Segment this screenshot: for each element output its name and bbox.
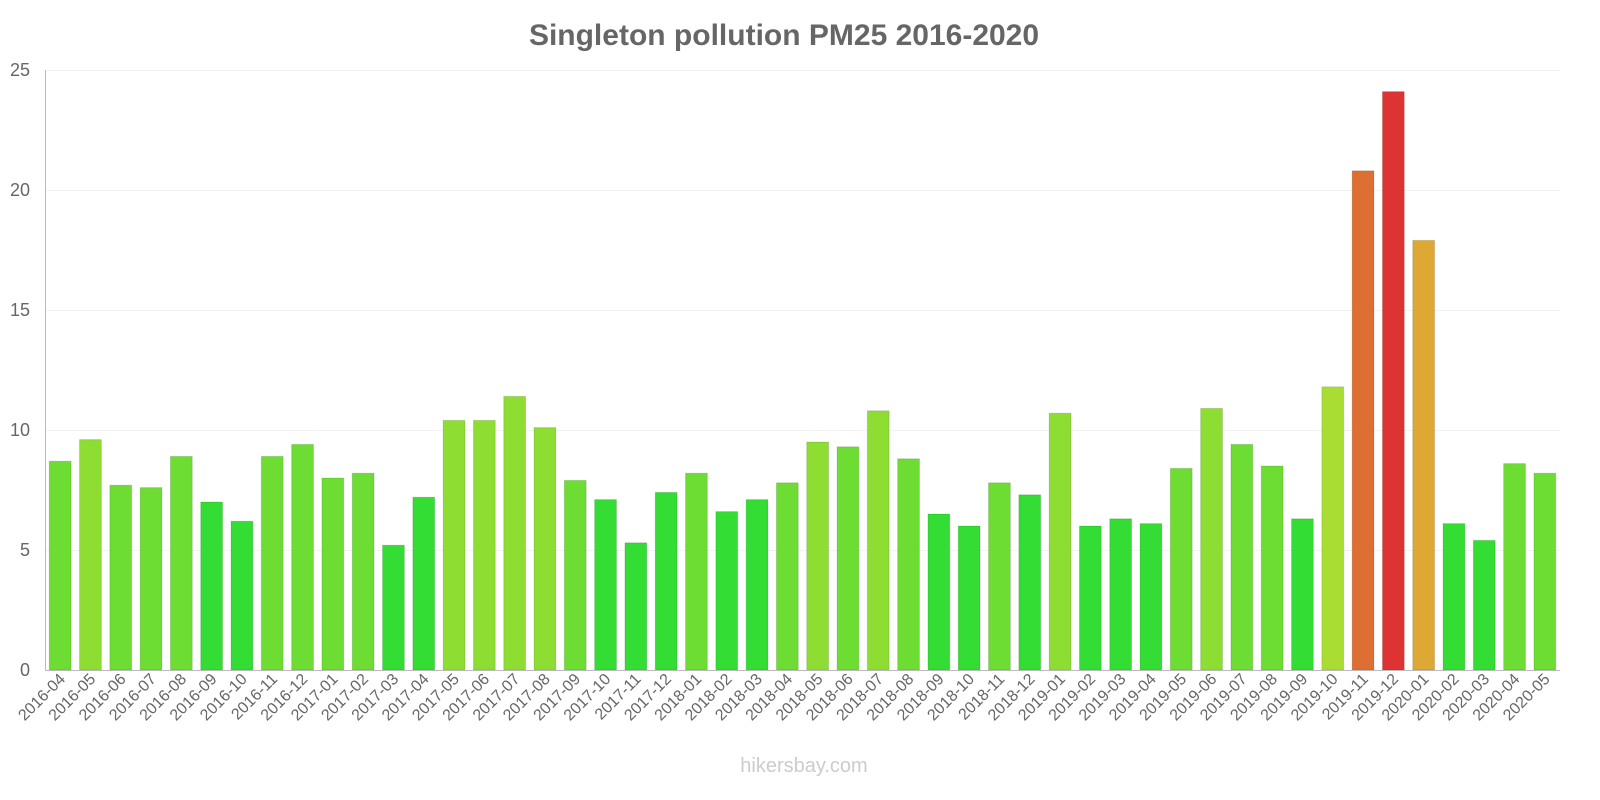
bar-2020-02[interactable] — [1442, 523, 1466, 671]
bar-2017-03[interactable] — [382, 544, 405, 671]
bar-2019-05[interactable] — [1169, 467, 1193, 671]
bar-2017-01[interactable] — [321, 477, 345, 671]
bar-2017-09[interactable] — [563, 479, 587, 671]
bar-2019-06[interactable] — [1200, 407, 1223, 671]
y-tick-label: 5 — [20, 540, 30, 560]
bar-2016-04[interactable] — [48, 460, 72, 671]
bar-2018-09[interactable] — [927, 513, 951, 671]
bar-2018-02[interactable] — [715, 511, 739, 671]
bar-2017-05[interactable] — [442, 419, 466, 671]
bar-2018-04[interactable] — [775, 482, 799, 671]
bar-2018-03[interactable] — [745, 499, 769, 671]
y-axis-ticks: 0 5 10 15 20 25 — [10, 60, 30, 680]
x-axis-ticks: 2016-042016-052016-062016-072016-082016-… — [15, 671, 1553, 725]
y-tick-label: 20 — [10, 180, 30, 200]
bar-2016-05[interactable] — [79, 439, 102, 671]
bar-2016-08[interactable] — [169, 455, 193, 671]
bar-2017-07[interactable] — [503, 395, 527, 671]
bar-2018-07[interactable] — [866, 410, 890, 671]
bar-2019-04[interactable] — [1139, 523, 1163, 671]
y-tick-label: 25 — [10, 60, 30, 80]
bar-2018-01[interactable] — [685, 472, 708, 671]
bar-2019-02[interactable] — [1078, 525, 1102, 671]
bar-2019-01[interactable] — [1048, 412, 1072, 671]
bar-2017-02[interactable] — [351, 472, 375, 671]
bar-2020-01[interactable] — [1412, 239, 1436, 671]
bar-2020-05[interactable] — [1533, 472, 1557, 671]
bar-2016-10[interactable] — [230, 520, 254, 671]
bar-2016-06[interactable] — [109, 484, 133, 671]
y-tick-label: 10 — [10, 420, 30, 440]
bar-2019-11[interactable] — [1351, 170, 1375, 671]
bar-2020-04[interactable] — [1503, 463, 1526, 671]
bar-2017-12[interactable] — [654, 491, 678, 671]
y-tick-label: 15 — [10, 300, 30, 320]
bar-2017-08[interactable] — [533, 427, 557, 671]
bar-2016-09[interactable] — [200, 501, 224, 671]
chart-title: Singleton pollution PM25 2016-2020 — [529, 19, 1039, 52]
bar-2017-06[interactable] — [472, 419, 496, 671]
bar-2019-12[interactable] — [1381, 91, 1405, 671]
bar-2016-07[interactable] — [139, 487, 163, 671]
y-tick-label: 0 — [20, 660, 30, 680]
bar-2016-12[interactable] — [291, 443, 314, 671]
bar-2019-08[interactable] — [1260, 465, 1284, 671]
bar-2018-12[interactable] — [1018, 494, 1042, 671]
bar-2019-03[interactable] — [1109, 518, 1133, 671]
bar-2019-10[interactable] — [1321, 386, 1345, 671]
bar-2019-09[interactable] — [1291, 518, 1314, 671]
bar-2018-10[interactable] — [957, 525, 981, 671]
bar-2017-10[interactable] — [594, 499, 617, 671]
footer-watermark: hikersbay.com — [740, 755, 867, 777]
bar-2018-11[interactable] — [988, 482, 1011, 671]
bar-2018-06[interactable] — [836, 446, 860, 671]
bar-2017-11[interactable] — [624, 542, 648, 671]
bar-2018-08[interactable] — [897, 458, 920, 671]
bar-2016-11[interactable] — [260, 455, 284, 671]
bar-2020-03[interactable] — [1472, 539, 1496, 671]
bars — [48, 91, 1557, 671]
bar-2018-05[interactable] — [806, 441, 830, 671]
bar-2019-07[interactable] — [1230, 443, 1254, 671]
bar-2017-04[interactable] — [412, 496, 436, 671]
